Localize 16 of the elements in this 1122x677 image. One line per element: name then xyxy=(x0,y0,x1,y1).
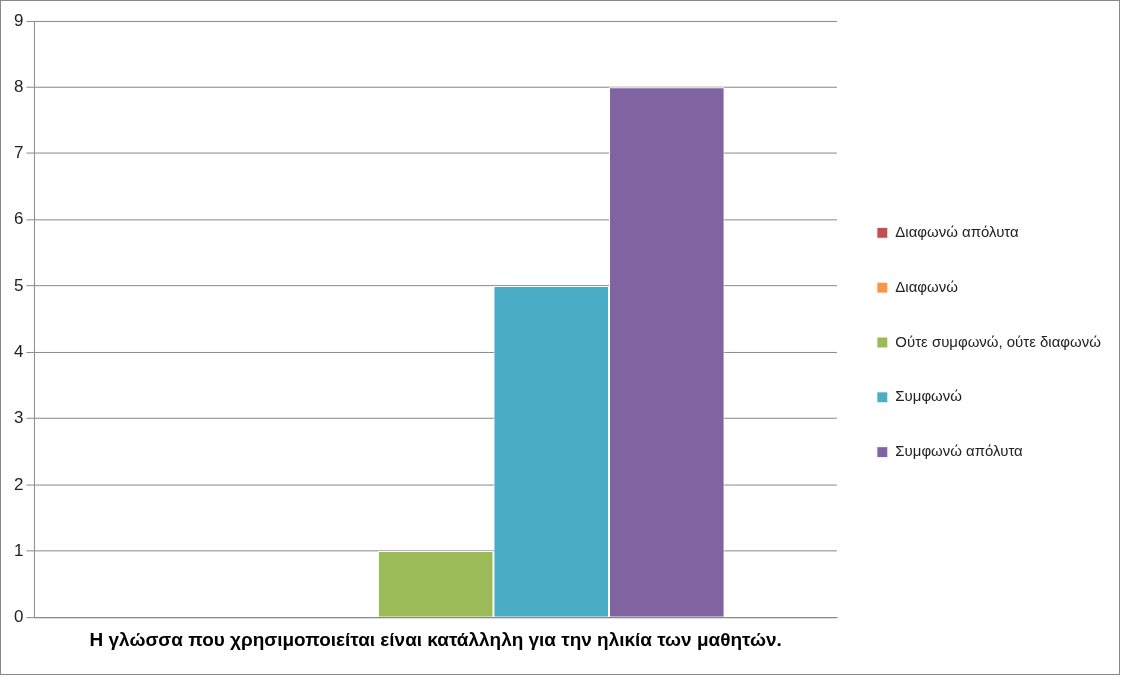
y-tick-label: 3 xyxy=(13,408,24,428)
legend-label: Συμφωνώ xyxy=(895,387,963,405)
y-tick-label: 7 xyxy=(13,143,24,163)
y-tick-label: 4 xyxy=(13,341,24,361)
y-tick-label: 2 xyxy=(13,474,24,494)
y-tick-label: 0 xyxy=(13,607,24,627)
legend-label: Διαφωνώ απόλυτα xyxy=(895,222,1020,240)
legend-label: Διαφωνώ xyxy=(895,277,959,295)
y-tick-label: 9 xyxy=(13,10,24,30)
y-tick-label: 8 xyxy=(13,76,24,96)
legend-label: Ούτε συμφωνώ, ούτε διαφωνώ xyxy=(895,332,1102,350)
x-tick-label: Η γλώσσα που χρησιμοποιείται είναι κατάλληλη για την ηλικία των μαθητών. xyxy=(89,628,782,650)
y-tick-label: 1 xyxy=(13,540,24,560)
y-tick-label: 6 xyxy=(13,209,24,229)
legend-label: Συμφωνώ απόλυτα xyxy=(895,442,1024,460)
y-tick-label: 5 xyxy=(13,275,24,295)
